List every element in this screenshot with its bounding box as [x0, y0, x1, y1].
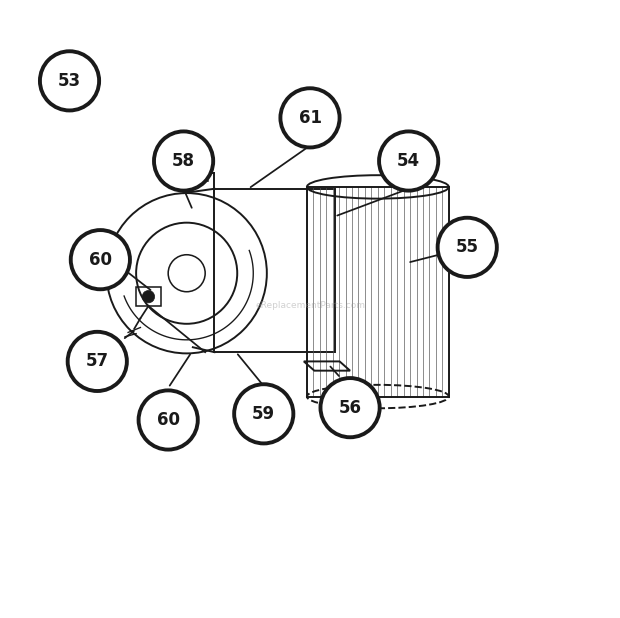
Circle shape — [321, 378, 379, 438]
Text: 60: 60 — [157, 411, 180, 429]
Text: 60: 60 — [89, 251, 112, 269]
Text: 58: 58 — [172, 152, 195, 170]
Text: 56: 56 — [339, 399, 361, 417]
Text: 53: 53 — [58, 72, 81, 90]
Text: 57: 57 — [86, 352, 109, 370]
Text: 54: 54 — [397, 152, 420, 170]
Text: 55: 55 — [456, 239, 479, 256]
Circle shape — [234, 384, 293, 444]
Circle shape — [40, 51, 99, 111]
Circle shape — [139, 391, 198, 449]
Circle shape — [280, 88, 340, 148]
Circle shape — [71, 230, 130, 289]
Text: 59: 59 — [252, 405, 275, 423]
Circle shape — [142, 290, 154, 303]
Circle shape — [438, 218, 497, 277]
Circle shape — [379, 132, 438, 190]
Circle shape — [154, 132, 213, 190]
Text: 61: 61 — [298, 109, 322, 127]
Circle shape — [68, 332, 127, 391]
Text: eReplacementParts.com: eReplacementParts.com — [255, 302, 365, 310]
